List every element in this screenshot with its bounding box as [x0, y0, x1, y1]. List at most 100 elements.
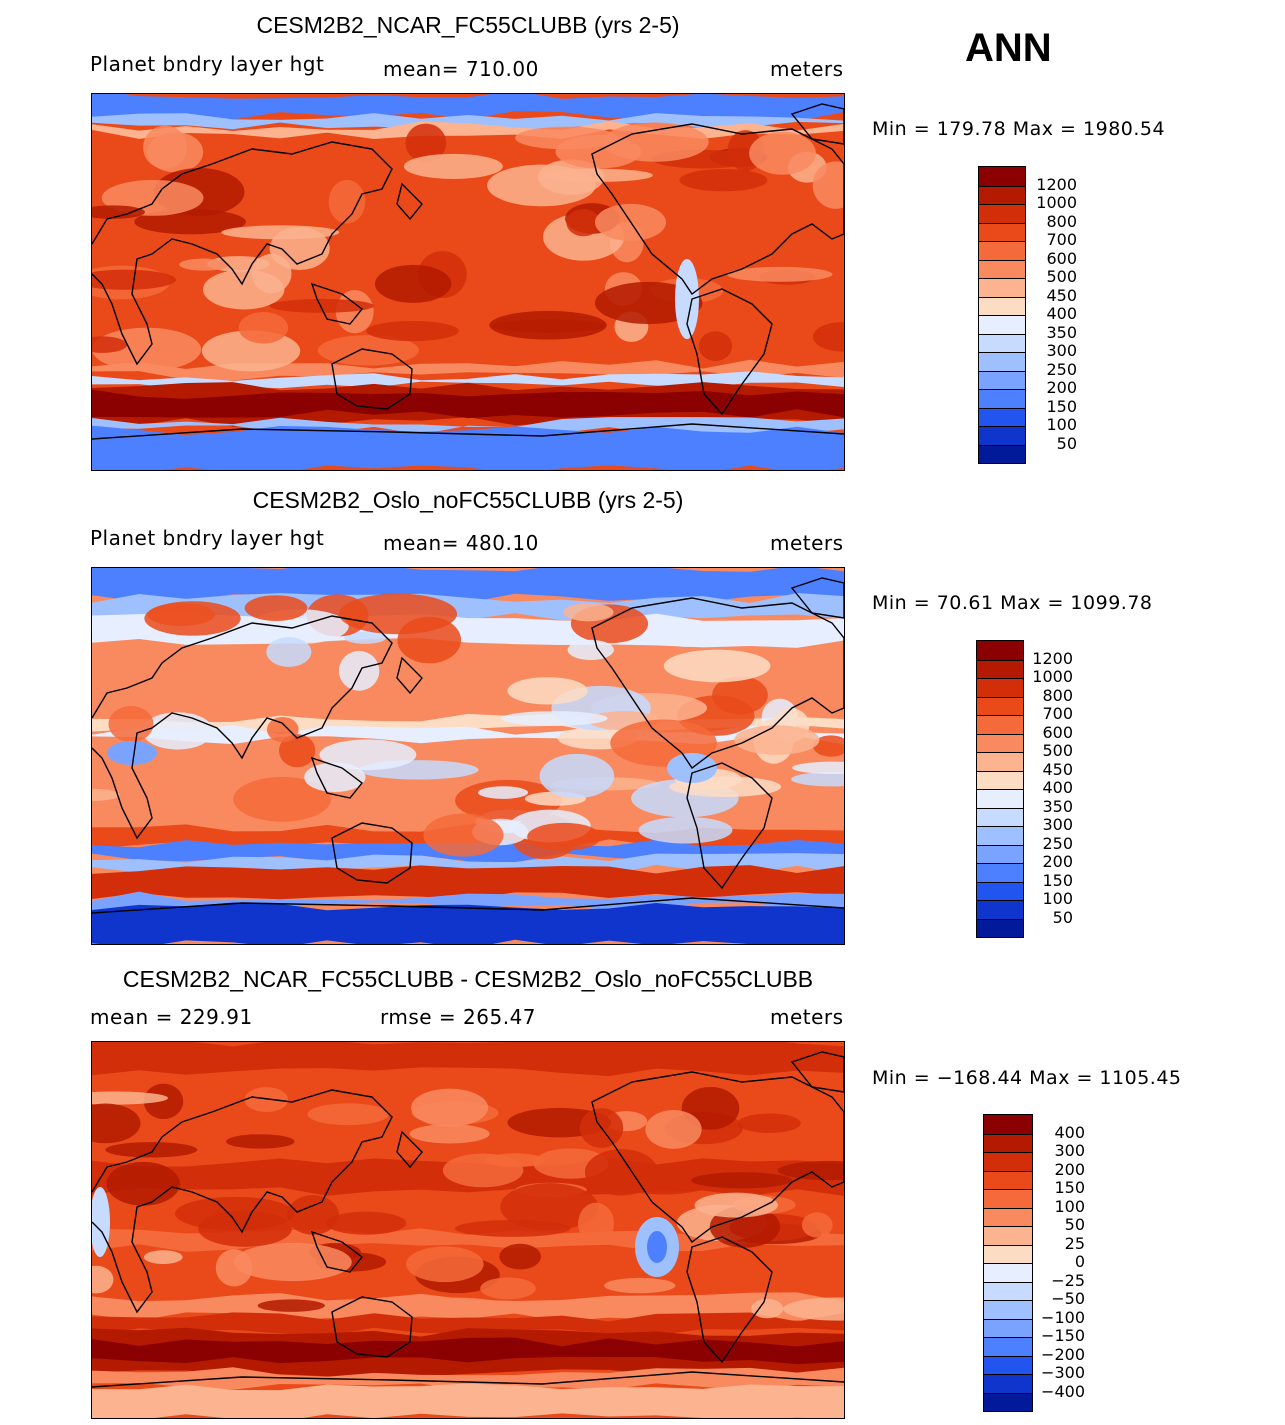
colorbar-label: 200: [1046, 378, 1077, 397]
colorbar-box: [979, 426, 1025, 445]
colorbar-label: 0: [1074, 1252, 1085, 1271]
colorbar-box: [984, 1133, 1032, 1152]
colorbar-box: [984, 1374, 1032, 1393]
colorbar-label: −200: [1041, 1344, 1085, 1364]
panel2-units: meters: [770, 531, 844, 555]
colorbar-label: 700: [1046, 230, 1077, 249]
colorbar-box: [977, 752, 1023, 771]
panel2-title: CESM2B2_Oslo_noFC55CLUBB (yrs 2-5): [252, 487, 684, 513]
colorbar-box: [979, 333, 1025, 352]
colorbar-box: [979, 389, 1025, 408]
panel2-variable: Planet bndry layer hgt: [90, 526, 325, 550]
colorbar-label: 600: [1046, 248, 1077, 268]
panel1-colorbar: [978, 166, 1026, 464]
panel3-title: CESM2B2_NCAR_FC55CLUBB - CESM2B2_Oslo_no…: [122, 966, 814, 992]
colorbar-label: −50: [1051, 1289, 1085, 1308]
colorbar-box: [977, 900, 1023, 919]
colorbar-label: 1000: [1036, 193, 1077, 212]
colorbar-box: [977, 807, 1023, 826]
colorbar-label: 150: [1054, 1178, 1085, 1197]
panel1-variable: Planet bndry layer hgt: [90, 52, 325, 76]
colorbar-box: [984, 1392, 1032, 1411]
colorbar-label: 500: [1042, 741, 1073, 760]
colorbar-label: 300: [1054, 1141, 1085, 1160]
colorbar-box: [977, 659, 1023, 678]
colorbar-label: −150: [1041, 1326, 1085, 1345]
colorbar-box: [979, 185, 1025, 204]
colorbar-box: [977, 844, 1023, 863]
colorbar-label: 400: [1054, 1122, 1085, 1142]
colorbar-box: [984, 1300, 1032, 1319]
colorbar-box: [977, 863, 1023, 882]
colorbar-box: [984, 1115, 1032, 1134]
colorbar-label: −400: [1041, 1381, 1085, 1401]
colorbar-box: [984, 1189, 1032, 1208]
colorbar-label: 100: [1054, 1196, 1085, 1216]
colorbar-label: 1200: [1036, 174, 1077, 194]
colorbar-box: [977, 696, 1023, 715]
colorbar-box: [984, 1355, 1032, 1374]
colorbar-box: [984, 1244, 1032, 1263]
colorbar-label: 300: [1042, 815, 1073, 834]
colorbar-box: [979, 167, 1025, 186]
colorbar-box: [984, 1337, 1032, 1356]
panel3-minmax: Min = −168.44 Max = 1105.45: [872, 1067, 1182, 1089]
colorbar-box: [979, 278, 1025, 297]
colorbar-label: 200: [1042, 852, 1073, 871]
panel1-units: meters: [770, 57, 844, 81]
panel2-colorbar: [976, 640, 1024, 938]
colorbar-box: [977, 881, 1023, 900]
colorbar-box: [979, 241, 1025, 260]
colorbar-label: 150: [1046, 396, 1077, 416]
colorbar-box: [984, 1281, 1032, 1300]
colorbar-box: [984, 1318, 1032, 1337]
colorbar-box: [984, 1207, 1032, 1226]
colorbar-box: [979, 407, 1025, 426]
panel2-mean: mean= 480.10: [383, 531, 539, 555]
colorbar-label: 800: [1046, 211, 1077, 231]
colorbar-box: [977, 715, 1023, 734]
colorbar-label: 150: [1042, 870, 1073, 890]
colorbar-label: 100: [1042, 889, 1073, 908]
colorbar-box: [977, 678, 1023, 697]
colorbar-label: 25: [1064, 1233, 1085, 1253]
panel1-map: [91, 93, 845, 471]
colorbar-label: 1000: [1032, 667, 1073, 686]
colorbar-label: 500: [1046, 267, 1077, 286]
colorbar-label: 200: [1054, 1159, 1085, 1179]
colorbar-label: 100: [1046, 415, 1077, 434]
colorbar-box: [977, 733, 1023, 752]
panel3-map: [91, 1041, 845, 1419]
colorbar-label: 600: [1042, 722, 1073, 742]
panel3-colorbar: [983, 1114, 1033, 1412]
colorbar-label: 800: [1042, 685, 1073, 705]
colorbar-box: [984, 1170, 1032, 1189]
colorbar-box: [979, 352, 1025, 371]
colorbar-box: [979, 204, 1025, 223]
colorbar-label: 250: [1042, 833, 1073, 853]
colorbar-label: −300: [1041, 1363, 1085, 1382]
colorbar-label: 300: [1046, 341, 1077, 360]
colorbar-box: [984, 1226, 1032, 1245]
colorbar-box: [979, 222, 1025, 241]
panel3-units: meters: [770, 1005, 844, 1029]
colorbar-box: [977, 918, 1023, 937]
colorbar-box: [979, 296, 1025, 315]
colorbar-label: 400: [1042, 778, 1073, 797]
colorbar-label: 400: [1046, 304, 1077, 323]
panel3-mean: mean = 229.91: [90, 1005, 253, 1029]
colorbar-label: 50: [1064, 1215, 1085, 1234]
colorbar-label: 450: [1046, 285, 1077, 305]
colorbar-label: −100: [1041, 1307, 1085, 1327]
colorbar-label: 350: [1042, 796, 1073, 816]
panel2-map: [91, 567, 845, 945]
colorbar-label: 250: [1046, 359, 1077, 379]
colorbar-label: 50: [1052, 907, 1073, 927]
colorbar-box: [977, 789, 1023, 808]
panel1-title: CESM2B2_NCAR_FC55CLUBB (yrs 2-5): [256, 12, 680, 38]
colorbar-label: −25: [1051, 1270, 1085, 1290]
colorbar-box: [984, 1263, 1032, 1282]
panel2-minmax: Min = 70.61 Max = 1099.78: [872, 592, 1153, 614]
colorbar-box: [979, 444, 1025, 463]
panel1-mean: mean= 710.00: [383, 57, 539, 81]
